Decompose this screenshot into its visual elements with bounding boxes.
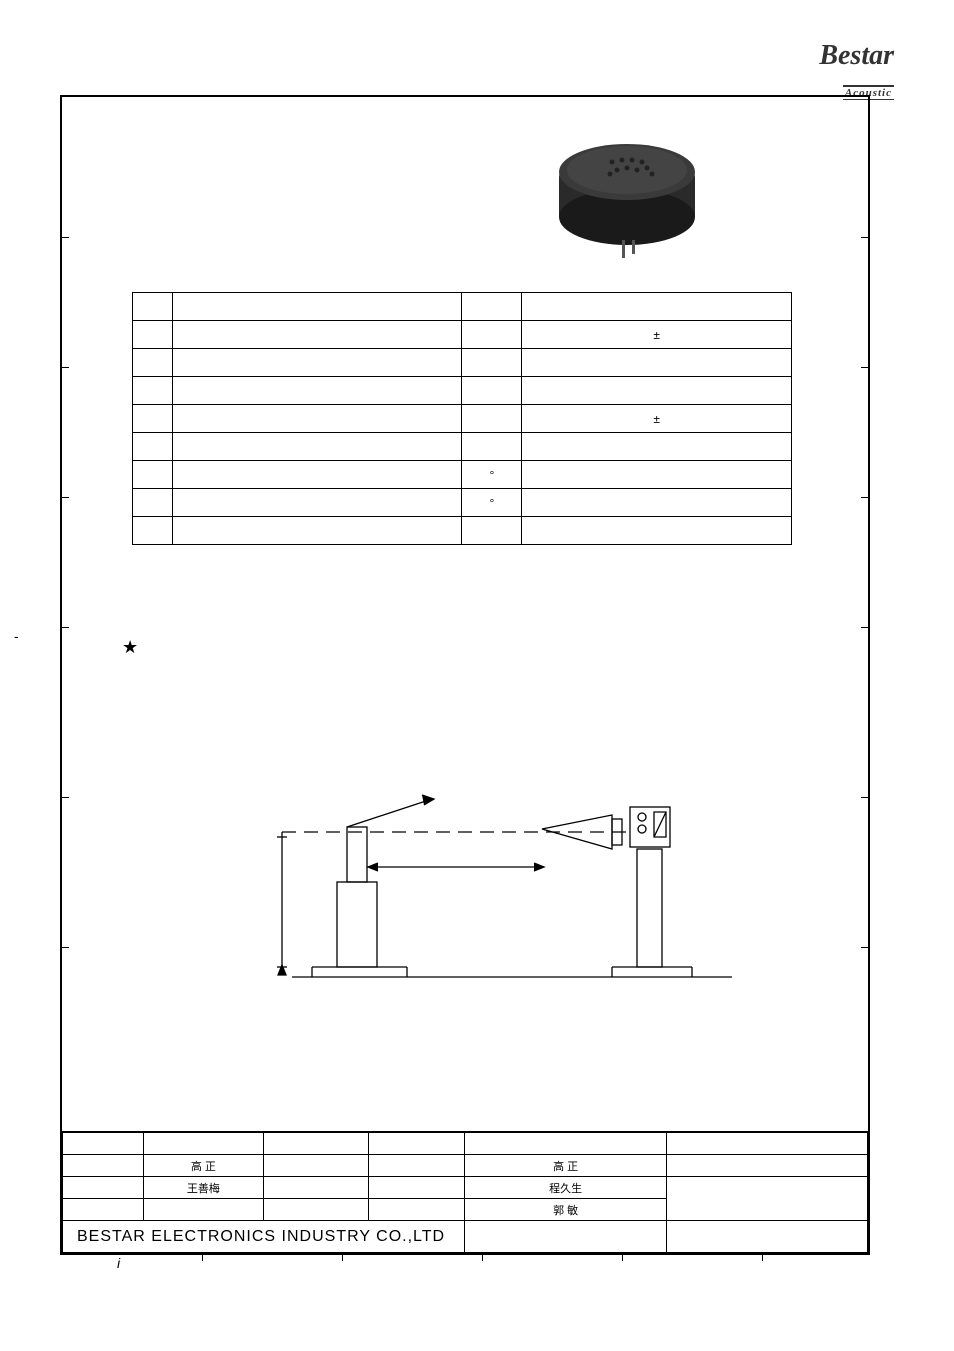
tb-cell: 高 正 bbox=[143, 1155, 264, 1177]
tick bbox=[61, 367, 69, 368]
spec-num bbox=[133, 517, 173, 545]
tb-cell: 程久生 bbox=[465, 1177, 666, 1199]
tb-cell bbox=[63, 1155, 144, 1177]
tick bbox=[861, 367, 869, 368]
spec-value: ± bbox=[522, 321, 792, 349]
spec-param bbox=[172, 461, 462, 489]
spec-num bbox=[133, 349, 173, 377]
test-setup-diagram bbox=[182, 757, 732, 1017]
spec-table: ± ± ° ° bbox=[132, 292, 792, 545]
spec-param bbox=[172, 293, 462, 321]
company-name: BESTAR ELECTRONICS INDUSTRY CO.,LTD bbox=[63, 1221, 465, 1253]
tick bbox=[861, 797, 869, 798]
spec-unit: ° bbox=[462, 489, 522, 517]
spec-num bbox=[133, 377, 173, 405]
tb-cell: 王善梅 bbox=[143, 1177, 264, 1199]
spec-num bbox=[133, 489, 173, 517]
tick bbox=[861, 497, 869, 498]
tb-cell bbox=[63, 1177, 144, 1199]
spec-unit bbox=[462, 293, 522, 321]
spec-num bbox=[133, 405, 173, 433]
tick bbox=[61, 237, 69, 238]
tick bbox=[61, 947, 69, 948]
tb-cell bbox=[143, 1199, 264, 1221]
tick bbox=[342, 1253, 343, 1261]
spec-num bbox=[133, 461, 173, 489]
tick bbox=[861, 627, 869, 628]
tick bbox=[202, 1253, 203, 1261]
logo-main: Bestar bbox=[819, 40, 894, 71]
spec-unit bbox=[462, 349, 522, 377]
spec-unit bbox=[462, 405, 522, 433]
tb-cell bbox=[368, 1177, 465, 1199]
spec-param bbox=[172, 377, 462, 405]
tick bbox=[61, 497, 69, 498]
tb-cell bbox=[666, 1155, 867, 1177]
spec-num bbox=[133, 433, 173, 461]
spec-value bbox=[522, 349, 792, 377]
spec-unit bbox=[462, 433, 522, 461]
tick bbox=[482, 1253, 483, 1261]
spec-value bbox=[522, 517, 792, 545]
spec-value bbox=[522, 293, 792, 321]
spec-value bbox=[522, 489, 792, 517]
tick bbox=[61, 627, 69, 628]
dash-mark: - bbox=[14, 628, 19, 644]
spec-num bbox=[133, 321, 173, 349]
spec-value bbox=[522, 461, 792, 489]
tb-cell bbox=[368, 1199, 465, 1221]
tick bbox=[861, 237, 869, 238]
tb-cell bbox=[368, 1155, 465, 1177]
tick bbox=[762, 1253, 763, 1261]
tb-cell bbox=[666, 1221, 867, 1253]
tb-cell bbox=[465, 1221, 666, 1253]
title-block: 高 正 高 正 王善梅 程久生 郭 敏 bbox=[62, 1131, 868, 1253]
spec-value bbox=[522, 433, 792, 461]
spec-param bbox=[172, 489, 462, 517]
drawing-frame: ± ± ° ° ★ bbox=[60, 95, 870, 1255]
spec-param bbox=[172, 405, 462, 433]
spec-param bbox=[172, 517, 462, 545]
tb-cell bbox=[63, 1199, 144, 1221]
spec-unit bbox=[462, 321, 522, 349]
tb-cell bbox=[264, 1177, 369, 1199]
bottom-mark: i bbox=[117, 1255, 120, 1271]
tb-cell bbox=[264, 1155, 369, 1177]
spec-value bbox=[522, 377, 792, 405]
tb-cell: 高 正 bbox=[465, 1155, 666, 1177]
spec-param bbox=[172, 321, 462, 349]
tick bbox=[622, 1253, 623, 1261]
spec-num bbox=[133, 293, 173, 321]
star-note: ★ bbox=[122, 637, 138, 658]
tick bbox=[61, 797, 69, 798]
spec-unit bbox=[462, 517, 522, 545]
spec-unit: ° bbox=[462, 461, 522, 489]
tb-cell bbox=[666, 1177, 867, 1221]
spec-param bbox=[172, 433, 462, 461]
tick bbox=[861, 947, 869, 948]
spec-param bbox=[172, 349, 462, 377]
buzzer-product-image bbox=[542, 122, 712, 272]
tb-cell bbox=[264, 1199, 369, 1221]
spec-unit bbox=[462, 377, 522, 405]
spec-value: ± bbox=[522, 405, 792, 433]
tb-cell: 郭 敏 bbox=[465, 1199, 666, 1221]
